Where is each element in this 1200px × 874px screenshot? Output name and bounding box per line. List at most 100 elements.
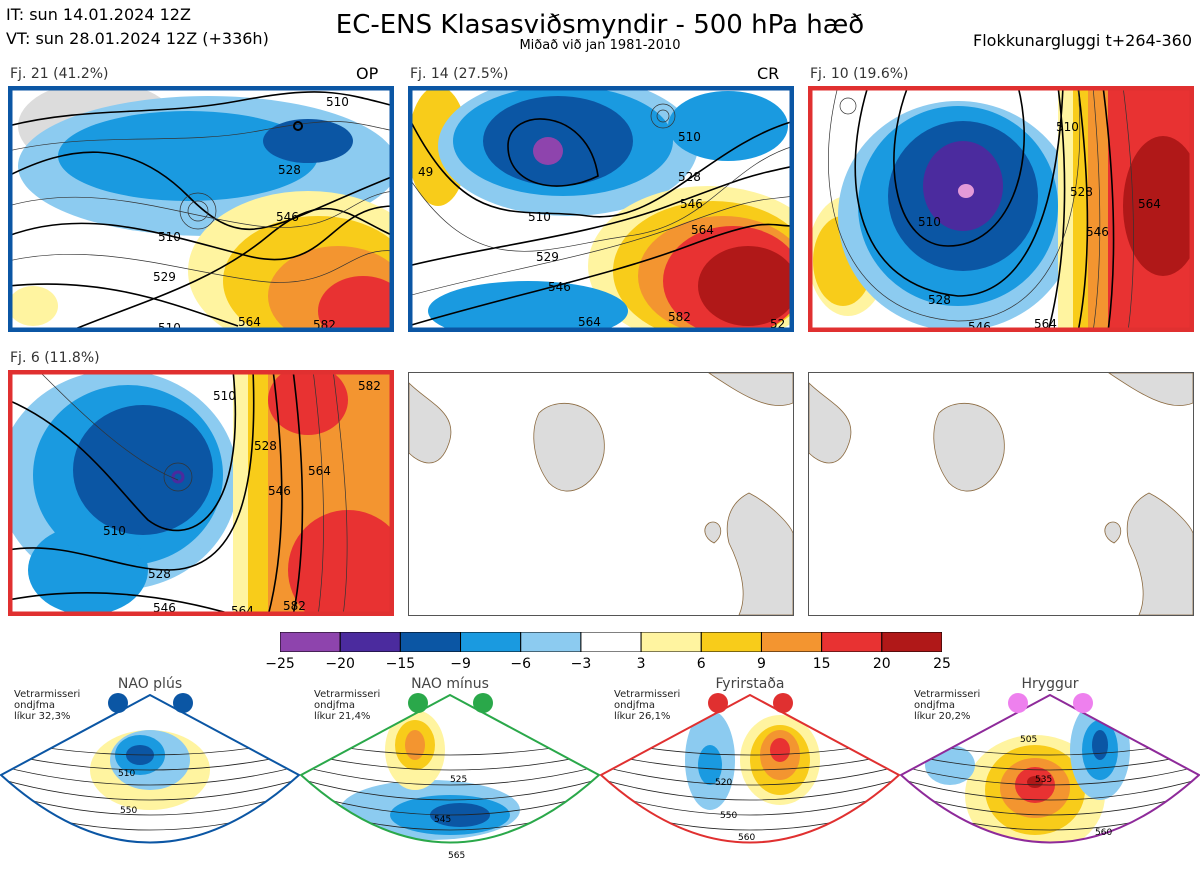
regime-outline xyxy=(899,693,1200,844)
valid-time: VT: sun 28.01.2024 12Z (+336h) xyxy=(6,29,269,48)
contour-label: 528 xyxy=(928,293,951,307)
colorbar-tick-label: 3 xyxy=(636,656,646,672)
regime-stat-line: ondjfma xyxy=(14,700,55,711)
height-contour xyxy=(901,752,1199,771)
contour-label: 564 xyxy=(238,315,261,329)
regime-title: NAO mínus xyxy=(411,676,489,692)
cluster-map-3: 510 528 546 564 510 528 546 564 xyxy=(808,86,1194,332)
regime-map: 510 550 xyxy=(0,690,301,874)
regime-title: NAO plús xyxy=(117,676,183,692)
regime-contour-label: 525 xyxy=(450,775,467,785)
anomaly-area xyxy=(405,730,425,760)
colorbar-tick-label: −20 xyxy=(325,656,355,672)
regime-title: Fyrirstaða xyxy=(715,676,785,692)
height-contour xyxy=(1,752,299,771)
contour-label: 546 xyxy=(268,484,291,498)
panel-4-label: Fj. 6 (11.8%) xyxy=(10,350,100,366)
anomaly-area xyxy=(1092,730,1108,760)
contour-label: 564 xyxy=(1138,197,1161,211)
colorbar-segment xyxy=(580,631,642,653)
contour-label: 564 xyxy=(691,223,714,237)
contour-label: 529 xyxy=(153,270,176,284)
regime-stat-line: Vetrarmisseri xyxy=(14,689,81,700)
colorbar-segment xyxy=(640,631,702,653)
contour-label: 528 xyxy=(678,170,701,184)
regime-marker-dot xyxy=(173,693,193,713)
height-contour xyxy=(601,791,899,816)
initial-time: IT: sun 14.01.2024 12Z xyxy=(6,5,191,24)
regime-stat-line: líkur 21,4% xyxy=(314,711,371,722)
panel-2-label: Fj. 14 (27.5%) xyxy=(410,66,509,82)
regime-stats: Vetrarmisseri ondjfma líkur 20,2% xyxy=(914,689,980,722)
colorbar-tick-label: −3 xyxy=(570,656,592,672)
colorbar-segment xyxy=(339,631,401,653)
contour-label: 510 xyxy=(326,95,349,109)
regime-stats: Vetrarmisseri ondjfma líkur 21,4% xyxy=(314,689,380,722)
regime-stat-line: ondjfma xyxy=(314,700,355,711)
regime-stat-line: líkur 32,3% xyxy=(14,711,71,722)
contour-label: 582 xyxy=(668,310,691,324)
contour-label: 510 xyxy=(158,321,181,332)
cluster-map-2: 510 528 546 564 510 529 546 582 564 52 4… xyxy=(408,86,794,332)
colorbar-tick-label: −15 xyxy=(385,656,416,672)
regime-contour-label: 520 xyxy=(715,778,732,788)
regime-marker-dot xyxy=(473,693,493,713)
regime-outline xyxy=(299,693,601,844)
regime-marker-dot xyxy=(1008,693,1028,713)
regime-contour-label: 565 xyxy=(448,851,465,861)
height-contour xyxy=(901,778,1199,801)
cluster-map-1: 510 528 546 564 582 510 529 510 xyxy=(8,86,394,332)
regime-stat-line: Vetrarmisseri xyxy=(914,689,981,700)
regime-title: Hryggur xyxy=(1021,676,1079,692)
panel-1-label: Fj. 21 (41.2%) xyxy=(10,66,109,82)
contour-label: 564 xyxy=(578,315,601,329)
height-contour xyxy=(1,817,299,843)
height-contour xyxy=(601,778,899,801)
contour-label: 528 xyxy=(254,439,277,453)
colorbar xyxy=(279,631,943,653)
panel-2-tag: CR xyxy=(757,64,780,83)
colorbar-segment xyxy=(399,631,462,653)
contour-label: 546 xyxy=(1086,225,1109,239)
colorbar-segment xyxy=(700,631,762,653)
colorbar-segment xyxy=(460,631,522,653)
regime-map: 520 550 560 xyxy=(599,690,901,874)
regime-contour-label: 560 xyxy=(1095,828,1112,838)
regime-marker-dot xyxy=(1073,693,1093,713)
regime-contour-label: 560 xyxy=(738,833,755,843)
anomaly-area xyxy=(698,745,722,785)
regime-outline xyxy=(599,693,901,844)
colorbar-tick-label: −25 xyxy=(265,656,295,672)
colorbar-tick-label: 20 xyxy=(872,656,891,672)
regime-contour-label: 535 xyxy=(1035,775,1052,785)
contour-label: 510 xyxy=(1056,120,1079,134)
colorbar-segment xyxy=(881,631,943,653)
height-contour xyxy=(1,778,299,801)
height-contour xyxy=(301,765,599,786)
height-contour xyxy=(301,752,599,771)
height-contour xyxy=(601,752,899,771)
climatology-subtitle: Miðað við jan 1981-2010 xyxy=(519,38,681,53)
regime-contour-label: 550 xyxy=(720,811,737,821)
regime-marker-dot xyxy=(773,693,793,713)
contour-label: 528 xyxy=(278,163,301,177)
regime-contour-label: 550 xyxy=(120,806,137,816)
regime-stat-line: Vetrarmisseri xyxy=(314,689,381,700)
colorbar-tick-label: −6 xyxy=(510,656,532,672)
height-contour xyxy=(901,791,1199,816)
contour-label: 510 xyxy=(678,130,701,144)
colorbar-tick-label: 9 xyxy=(756,656,766,672)
regime-stat-line: Vetrarmisseri xyxy=(614,689,681,700)
colorbar-tick-label: 15 xyxy=(812,656,831,672)
regime-marker-dot xyxy=(108,693,128,713)
cluster-map-4: 510 528 546 564 582 510 528 546 564 582 xyxy=(8,370,394,616)
height-contour xyxy=(301,778,599,801)
regime-map: 525 545 565 xyxy=(299,690,601,874)
contour-label: 529 xyxy=(536,250,559,264)
regime-contour-label: 545 xyxy=(434,815,451,825)
height-contour xyxy=(1,791,299,816)
contour-label: 528 xyxy=(1070,185,1093,199)
empty-map-1 xyxy=(408,372,794,616)
regime-stats: Vetrarmisseri ondjfma líkur 32,3% xyxy=(14,689,80,722)
height-contour xyxy=(1,830,299,843)
